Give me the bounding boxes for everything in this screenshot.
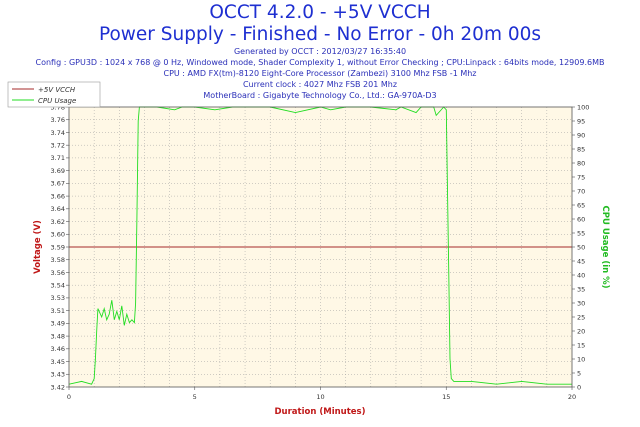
y-tick-label: 3.58: [51, 256, 65, 264]
legend-box: [7, 81, 101, 108]
y-tick-label: 3.71: [51, 154, 65, 162]
y-tick-label: 3.54: [51, 281, 65, 289]
x-axis-label: Duration (Minutes): [275, 407, 366, 417]
y2-tick-label: 60: [577, 215, 585, 223]
y2-tick-label: 15: [577, 341, 585, 349]
y2-tick-label: 55: [577, 229, 585, 237]
x-axis-ticks: 0 5 10 15 20: [67, 387, 576, 401]
plot-border: [68, 106, 573, 388]
y2-tick-label: 45: [577, 257, 585, 265]
info-generated: Generated by OCCT : 2012/03/27 16:35:40: [233, 47, 407, 56]
y2-tick-label: 25: [577, 313, 585, 321]
y-tick-label: 3.64: [51, 205, 65, 213]
chart-title: OCCT 4.2.0 - +5V VCCH: [209, 2, 431, 23]
y2-tick-label: 70: [577, 187, 585, 195]
y-tick-label: 3.51: [51, 307, 65, 315]
y-tick-label: 3.49: [51, 320, 65, 328]
y2-tick-label: 20: [577, 327, 585, 335]
legend: +5V VCCH CPU Usage: [7, 81, 101, 108]
y2-tick-label: 35: [577, 285, 585, 293]
y-tick-label: 3.76: [51, 116, 65, 124]
legend-label-cpu: CPU Usage: [38, 97, 76, 105]
y-tick-label: 3.42: [51, 383, 65, 391]
y2-tick-label: 0: [577, 383, 581, 391]
y-tick-label: 3.56: [51, 269, 65, 277]
y-axis-label: Voltage (V): [33, 220, 43, 274]
y-tick-label: 3.45: [51, 358, 65, 366]
info-motherboard: MotherBoard : Gigabyte Technology Co., L…: [203, 91, 437, 100]
y-tick-label: 3.59: [51, 243, 65, 251]
y2-tick-label: 50: [577, 243, 585, 251]
y-tick-label: 3.62: [51, 218, 65, 226]
y2-tick-label: 30: [577, 299, 585, 307]
y-tick-label: 3.66: [51, 192, 65, 200]
y-tick-label: 3.43: [51, 371, 65, 379]
x-tick-label: 10: [316, 393, 324, 401]
x-tick-label: 20: [568, 393, 576, 401]
y-tick-label: 3.46: [51, 345, 65, 353]
y-tick-label: 3.69: [51, 167, 65, 175]
y-tick-label: 3.48: [51, 332, 65, 340]
y2-tick-label: 65: [577, 201, 585, 209]
legend-label-voltage: +5V VCCH: [38, 86, 76, 94]
y2-tick-label: 85: [577, 145, 585, 153]
y2-tick-label: 90: [577, 131, 585, 139]
y2-tick-label: 80: [577, 159, 585, 167]
y-tick-label: 3.78: [51, 103, 65, 111]
info-clock: Current clock : 4027 Mhz FSB 201 Mhz: [242, 80, 398, 89]
x-tick-label: 5: [193, 393, 197, 401]
y2-tick-label: 75: [577, 173, 585, 181]
y2-axis-label: CPU Usage (in %): [600, 205, 610, 288]
y-tick-label: 3.74: [51, 129, 65, 137]
y-tick-label: 3.67: [51, 180, 65, 188]
y-axis-ticks: 3.42 3.43 3.45 3.46 3.48 3.49 3.51 3.53 3.54 3.56…: [51, 103, 69, 391]
x-tick-label: 15: [442, 393, 450, 401]
y-tick-label: 3.72: [51, 141, 65, 149]
y2-axis-ticks: 0 5 10 15 20 25 30 35 40 45 50 55 60 65 70 75 80 85 90 95 10…: [572, 103, 589, 391]
y2-tick-label: 100: [577, 103, 589, 111]
chart-subtitle: Power Supply - Finished - No Error - 0h …: [98, 24, 542, 45]
y2-tick-label: 40: [577, 271, 585, 279]
y-tick-label: 3.60: [51, 231, 65, 239]
y2-tick-label: 95: [577, 117, 585, 125]
info-cpu: CPU : AMD FX(tm)-8120 Eight-Core Process…: [163, 69, 477, 78]
y2-tick-label: 10: [577, 355, 585, 363]
x-tick-label: 0: [67, 393, 71, 401]
y-tick-label: 3.53: [51, 294, 65, 302]
info-config: Config : GPU3D : 1024 x 768 @ 0 Hz, Wind…: [35, 58, 605, 67]
y2-tick-label: 5: [577, 369, 581, 377]
